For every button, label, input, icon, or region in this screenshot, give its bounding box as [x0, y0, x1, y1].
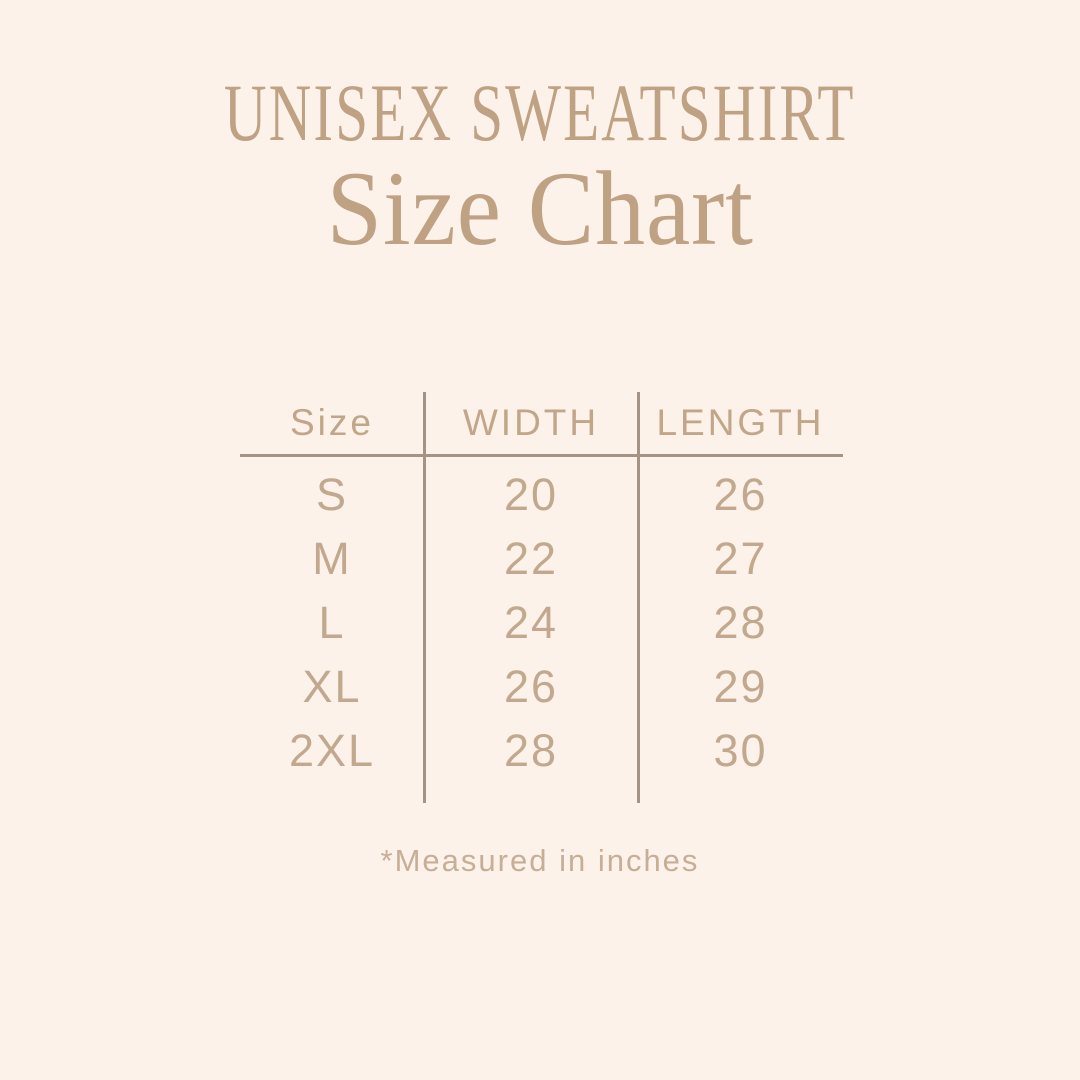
size-cell: XL	[302, 661, 362, 712]
size-cell: L	[318, 597, 346, 648]
width-cell: 22	[503, 533, 559, 584]
length-cell: 30	[713, 725, 768, 776]
table-row: L 24 28	[240, 591, 843, 655]
size-cell: M	[312, 533, 352, 584]
table-row: 2XL 28 30	[240, 719, 843, 783]
page-subtitle-text: Size Chart	[326, 150, 754, 267]
size-cell: 2XL	[288, 725, 376, 776]
table-row: S 20 26	[240, 463, 843, 527]
header-underline	[240, 454, 843, 457]
width-cell: 28	[503, 725, 559, 776]
table-header-row: Size WIDTH LENGTH	[240, 392, 843, 454]
column-header-length: LENGTH	[656, 402, 825, 443]
width-cell: 24	[503, 597, 559, 648]
column-header-size: Size	[290, 402, 374, 443]
width-cell: 26	[503, 661, 559, 712]
table-row: XL 26 29	[240, 655, 843, 719]
length-cell: 27	[713, 533, 768, 584]
width-cell: 20	[503, 469, 559, 520]
length-cell: 29	[713, 661, 768, 712]
size-table: Size WIDTH LENGTH S 20 26 M 22 27 L 24 2…	[240, 392, 843, 803]
table-body: S 20 26 M 22 27 L 24 28 XL 26 29 2XL 28	[240, 457, 843, 783]
column-header-width: WIDTH	[462, 402, 600, 443]
length-cell: 26	[713, 469, 768, 520]
page-subtitle: Size Chart	[0, 156, 1080, 262]
table-row: M 22 27	[240, 527, 843, 591]
column-divider-left	[423, 392, 426, 803]
length-cell: 28	[713, 597, 768, 648]
column-divider-right	[637, 392, 640, 803]
page-title-text: UNISEX SWEATSHIRT	[224, 67, 856, 158]
size-cell: S	[315, 469, 348, 520]
page-title: UNISEX SWEATSHIRT	[0, 72, 1080, 154]
measurement-footnote: *Measured in inches	[380, 843, 700, 878]
